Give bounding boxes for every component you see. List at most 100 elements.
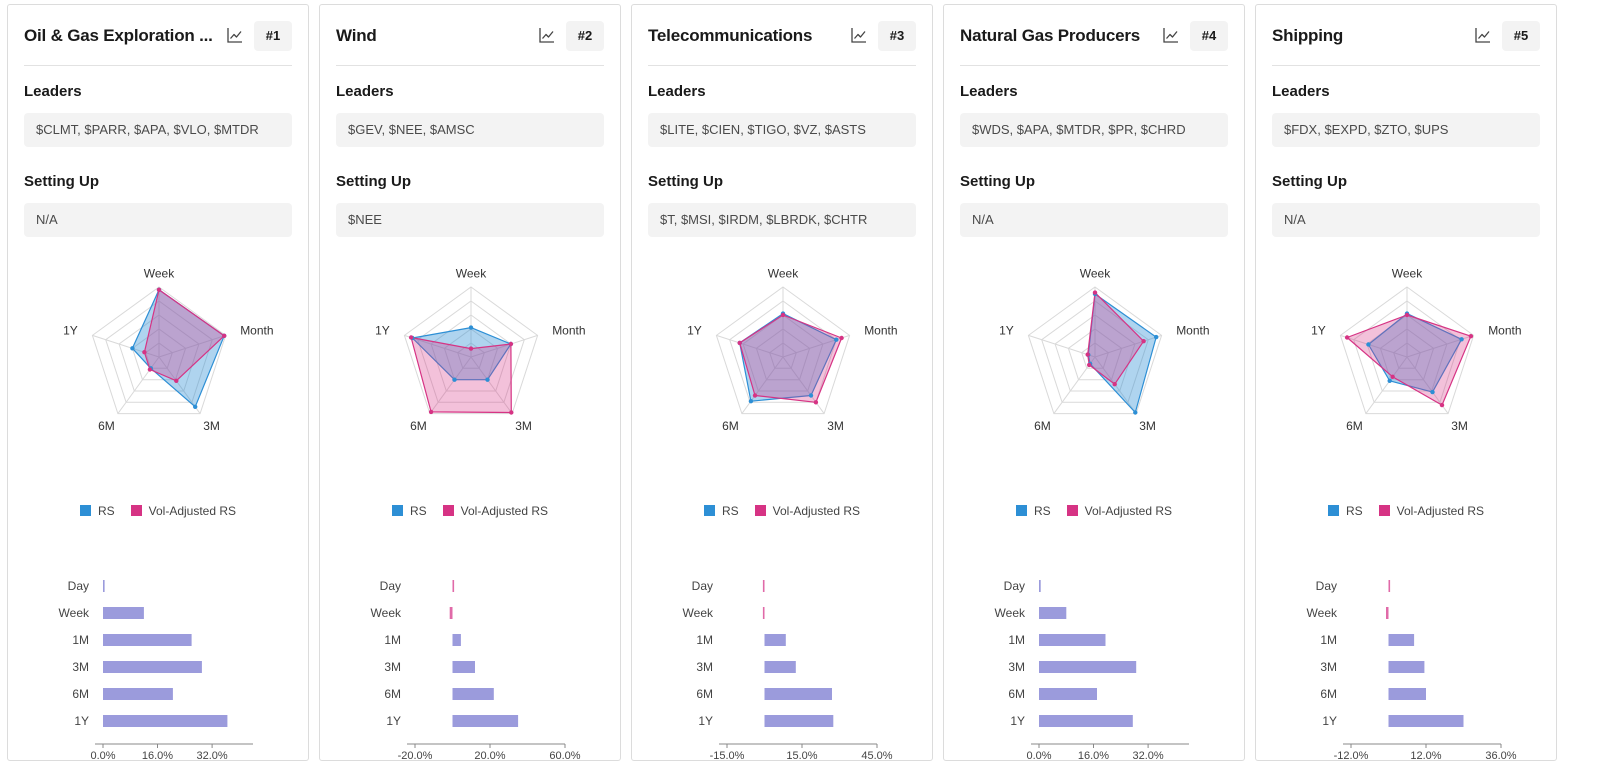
- bar-mark[interactable]: [103, 715, 228, 727]
- legend-item-rs[interactable]: RS: [1327, 504, 1363, 518]
- radar-point[interactable]: [1439, 402, 1445, 408]
- radar-point[interactable]: [174, 378, 179, 383]
- radar-point[interactable]: [780, 312, 786, 318]
- chart-line-icon[interactable]: [538, 26, 556, 44]
- radar-point[interactable]: [1141, 339, 1146, 344]
- radar-point[interactable]: [1112, 382, 1117, 387]
- legend-item-vol-adjusted[interactable]: Vol-Adjusted RS: [1378, 504, 1484, 518]
- bar-mark[interactable]: [452, 688, 494, 700]
- radar-point[interactable]: [156, 287, 162, 292]
- bar-mark[interactable]: [764, 634, 786, 646]
- radar-point[interactable]: [193, 404, 198, 409]
- radar-point[interactable]: [408, 335, 414, 340]
- bar-mark[interactable]: [1039, 607, 1067, 619]
- radar-point[interactable]: [839, 335, 844, 341]
- bar-mark[interactable]: [1039, 688, 1097, 700]
- radar-series-rs[interactable]: [411, 326, 512, 381]
- radar-point[interactable]: [1133, 410, 1138, 415]
- setting-up-label: Setting Up: [1272, 173, 1347, 190]
- bar-mark[interactable]: [1388, 688, 1427, 700]
- radar-point[interactable]: [1154, 334, 1159, 340]
- chart-line-icon[interactable]: [226, 26, 244, 44]
- bar-mark[interactable]: [764, 715, 834, 727]
- bar-mark[interactable]: [1039, 661, 1137, 673]
- radar-point[interactable]: [748, 399, 754, 404]
- bar-mark[interactable]: [1388, 715, 1464, 727]
- bar-mark[interactable]: [103, 661, 202, 673]
- bar-mark[interactable]: [764, 661, 796, 673]
- legend-item-vol-adjusted[interactable]: Vol-Adjusted RS: [130, 504, 236, 518]
- bar-mark[interactable]: [1388, 661, 1425, 673]
- radar-point[interactable]: [737, 340, 742, 346]
- bar-mark[interactable]: [452, 580, 455, 592]
- radar-point[interactable]: [452, 377, 457, 382]
- bar-mark[interactable]: [103, 607, 144, 619]
- radar-point[interactable]: [752, 393, 758, 398]
- radar-point[interactable]: [1387, 378, 1392, 383]
- bar-mark[interactable]: [1039, 634, 1106, 646]
- bar-category-label: 1Y: [386, 714, 401, 728]
- radar-point[interactable]: [1459, 337, 1464, 342]
- radar-series-vol-adjusted[interactable]: [739, 314, 843, 403]
- bar-mark[interactable]: [762, 580, 765, 592]
- radar-point[interactable]: [1468, 334, 1474, 339]
- radar-series-vol-adjusted[interactable]: [410, 336, 512, 414]
- bar-mark[interactable]: [452, 634, 461, 646]
- bar-mark[interactable]: [1039, 715, 1133, 727]
- radar-point[interactable]: [1085, 352, 1090, 357]
- legend-item-vol-adjusted[interactable]: Vol-Adjusted RS: [1066, 504, 1172, 518]
- radar-point[interactable]: [142, 350, 147, 355]
- radar-series-vol-adjusted[interactable]: [1087, 292, 1145, 385]
- radar-point[interactable]: [1087, 362, 1092, 368]
- bar-mark[interactable]: [452, 661, 476, 673]
- chart-line-icon[interactable]: [1474, 26, 1492, 44]
- radar-axis-label: 3M: [203, 419, 220, 433]
- radar-point[interactable]: [1344, 335, 1350, 340]
- legend-item-rs[interactable]: RS: [391, 504, 427, 518]
- radar-axis-label: Month: [1488, 324, 1521, 338]
- bar-x-tick-label: 16.0%: [142, 750, 173, 761]
- radar-series-vol-adjusted[interactable]: [143, 289, 225, 382]
- radar-point[interactable]: [130, 346, 135, 351]
- bar-category-label: 3M: [696, 660, 713, 674]
- radar-series-vol-adjusted[interactable]: [1346, 314, 1472, 406]
- radar-series-rs[interactable]: [1367, 312, 1463, 393]
- radar-point[interactable]: [509, 410, 514, 415]
- bar-mark[interactable]: [1388, 634, 1415, 646]
- bar-mark[interactable]: [1388, 580, 1391, 592]
- chart-line-icon[interactable]: [850, 26, 868, 44]
- legend-item-rs[interactable]: RS: [703, 504, 739, 518]
- legend-item-rs[interactable]: RS: [79, 504, 115, 518]
- radar-point[interactable]: [222, 333, 227, 338]
- bar-mark[interactable]: [1039, 580, 1041, 592]
- radar-point[interactable]: [834, 337, 839, 342]
- radar-point[interactable]: [808, 393, 814, 398]
- legend-item-rs[interactable]: RS: [1015, 504, 1051, 518]
- radar-point[interactable]: [1430, 389, 1435, 395]
- legend-item-vol-adjusted[interactable]: Vol-Adjusted RS: [442, 504, 548, 518]
- radar-point[interactable]: [468, 325, 474, 330]
- chart-line-icon[interactable]: [1162, 26, 1180, 44]
- radar-point[interactable]: [147, 367, 153, 372]
- bar-x-tick-label: -12.0%: [1334, 750, 1369, 761]
- bar-mark[interactable]: [1386, 607, 1389, 619]
- bar-mark[interactable]: [103, 634, 192, 646]
- bar-mark[interactable]: [452, 715, 519, 727]
- legend-item-vol-adjusted[interactable]: Vol-Adjusted RS: [754, 504, 860, 518]
- bar-mark[interactable]: [764, 688, 833, 700]
- radar-point[interactable]: [428, 409, 434, 415]
- radar-point[interactable]: [1404, 312, 1410, 318]
- radar-point[interactable]: [813, 400, 819, 405]
- radar-point[interactable]: [508, 341, 514, 347]
- radar-point[interactable]: [485, 377, 490, 382]
- bar-mark[interactable]: [103, 580, 105, 592]
- bar-category-label: 6M: [1008, 687, 1025, 701]
- bar-mark[interactable]: [103, 688, 173, 700]
- bar-mark[interactable]: [449, 607, 453, 619]
- radar-point[interactable]: [1366, 342, 1371, 347]
- radar-grid-ring: [1366, 314, 1448, 392]
- radar-point[interactable]: [468, 346, 474, 351]
- radar-point[interactable]: [1092, 290, 1098, 295]
- bar-mark[interactable]: [762, 607, 765, 619]
- radar-point[interactable]: [1390, 374, 1395, 379]
